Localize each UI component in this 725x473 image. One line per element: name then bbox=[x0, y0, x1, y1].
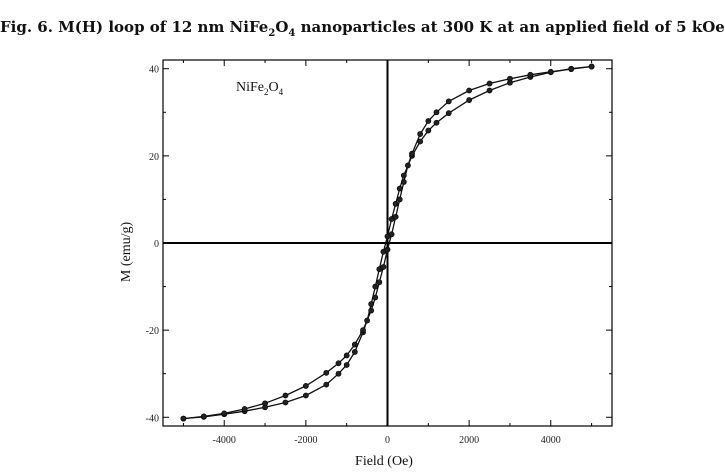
data-point bbox=[241, 406, 248, 412]
data-point bbox=[368, 307, 375, 314]
y-tick-label: -40 bbox=[146, 413, 159, 424]
data-point bbox=[364, 317, 370, 324]
data-point bbox=[282, 392, 289, 399]
data-point bbox=[417, 138, 424, 145]
data-point bbox=[396, 185, 403, 192]
data-point bbox=[335, 360, 342, 367]
y-tick-label: 0 bbox=[154, 239, 159, 250]
hysteresis-curves bbox=[183, 65, 592, 420]
data-point bbox=[425, 118, 432, 124]
data-point bbox=[409, 150, 415, 157]
data-point bbox=[445, 98, 452, 105]
data-point bbox=[372, 283, 379, 290]
series-line-2 bbox=[183, 65, 592, 420]
data-point bbox=[433, 119, 440, 126]
data-point bbox=[282, 399, 289, 406]
data-point bbox=[343, 352, 350, 359]
data-point bbox=[527, 71, 534, 78]
data-point bbox=[588, 63, 595, 70]
data-point bbox=[323, 381, 330, 388]
axis-ticks: -4000 -2000 0 2000 4000 -40 -20 0 20 40 bbox=[146, 60, 612, 446]
data-point bbox=[400, 172, 407, 179]
y-axis-title: M (emu/g) bbox=[119, 222, 134, 283]
data-point bbox=[466, 87, 473, 94]
data-markers bbox=[180, 63, 595, 422]
y-tick-label: 40 bbox=[149, 65, 159, 76]
x-axis-title: Field (Oe) bbox=[355, 454, 413, 469]
data-point bbox=[335, 370, 342, 377]
data-point bbox=[547, 68, 554, 75]
data-point bbox=[380, 264, 387, 270]
data-point bbox=[372, 294, 379, 301]
data-point bbox=[180, 415, 187, 422]
data-point bbox=[486, 87, 493, 94]
x-tick-label: -2000 bbox=[294, 435, 317, 446]
data-point bbox=[221, 410, 228, 417]
data-point bbox=[343, 362, 350, 368]
data-point bbox=[445, 110, 452, 117]
x-tick-label: 4000 bbox=[541, 435, 561, 446]
data-point bbox=[323, 369, 330, 376]
data-point bbox=[392, 200, 399, 207]
data-point bbox=[400, 179, 407, 185]
figure-title: Fig. 6. M(H) loop of 12 nm NiFe2O4 nanop… bbox=[0, 18, 725, 39]
x-tick-label: -4000 bbox=[213, 435, 236, 446]
sample-annotation: NiFe2O4 bbox=[236, 80, 284, 97]
data-point bbox=[200, 413, 207, 420]
data-point bbox=[466, 97, 473, 103]
data-point bbox=[507, 75, 513, 82]
x-tick-label: 2000 bbox=[459, 435, 479, 446]
data-point bbox=[405, 162, 411, 169]
data-point bbox=[376, 279, 383, 286]
data-point bbox=[302, 383, 309, 389]
x-tick-label: 0 bbox=[385, 435, 390, 446]
data-point bbox=[360, 327, 366, 334]
data-point bbox=[396, 196, 403, 203]
data-point bbox=[262, 400, 268, 407]
data-point bbox=[568, 66, 575, 73]
data-point bbox=[368, 301, 375, 307]
data-point bbox=[486, 80, 493, 87]
data-point bbox=[351, 341, 358, 348]
data-point bbox=[351, 349, 358, 355]
series-line-1 bbox=[183, 65, 592, 420]
y-tick-label: 20 bbox=[149, 152, 159, 163]
data-point bbox=[417, 131, 424, 137]
data-point bbox=[392, 213, 399, 220]
data-point bbox=[384, 246, 391, 253]
data-point bbox=[433, 109, 440, 116]
data-point bbox=[302, 392, 309, 399]
data-point bbox=[388, 231, 395, 238]
y-tick-label: -20 bbox=[146, 326, 159, 337]
data-point bbox=[425, 127, 432, 134]
